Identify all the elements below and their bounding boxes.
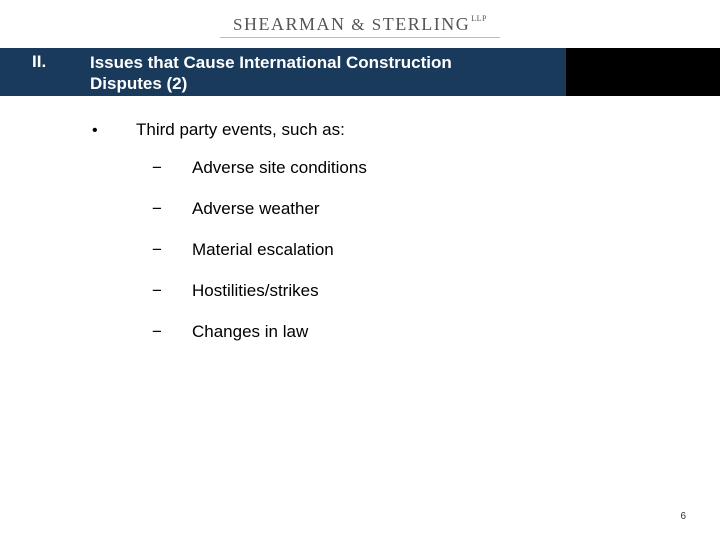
- content-area: • Third party events, such as: − Adverse…: [0, 96, 720, 342]
- dash-icon: −: [152, 322, 192, 342]
- section-numeral: II.: [32, 52, 46, 72]
- list-item: − Changes in law: [152, 322, 720, 342]
- sub-item-text: Hostilities/strikes: [192, 281, 319, 301]
- sub-item-text: Changes in law: [192, 322, 308, 342]
- bullet-label: Third party events, such as:: [136, 120, 345, 140]
- sub-item-text: Adverse weather: [192, 199, 320, 219]
- sub-item-text: Material escalation: [192, 240, 334, 260]
- logo-area: SHEARMAN & STERLINGLLP: [0, 0, 720, 44]
- firm-logo-text: SHEARMAN & STERLINGLLP: [233, 14, 487, 35]
- sub-item-text: Adverse site conditions: [192, 158, 367, 178]
- sublist: − Adverse site conditions − Adverse weat…: [92, 158, 720, 342]
- title-black-bg: [566, 48, 720, 96]
- bullet-marker: •: [92, 122, 136, 140]
- dash-icon: −: [152, 281, 192, 301]
- bullet-item: • Third party events, such as:: [92, 120, 720, 140]
- list-item: − Hostilities/strikes: [152, 281, 720, 301]
- title-strip: II. Issues that Cause International Cons…: [0, 48, 720, 96]
- list-item: − Material escalation: [152, 240, 720, 260]
- list-item: − Adverse weather: [152, 199, 720, 219]
- page-number: 6: [680, 511, 686, 522]
- logo-underline: [220, 37, 500, 38]
- dash-icon: −: [152, 240, 192, 260]
- dash-icon: −: [152, 158, 192, 178]
- section-title: Issues that Cause International Construc…: [90, 52, 520, 95]
- list-item: − Adverse site conditions: [152, 158, 720, 178]
- dash-icon: −: [152, 199, 192, 219]
